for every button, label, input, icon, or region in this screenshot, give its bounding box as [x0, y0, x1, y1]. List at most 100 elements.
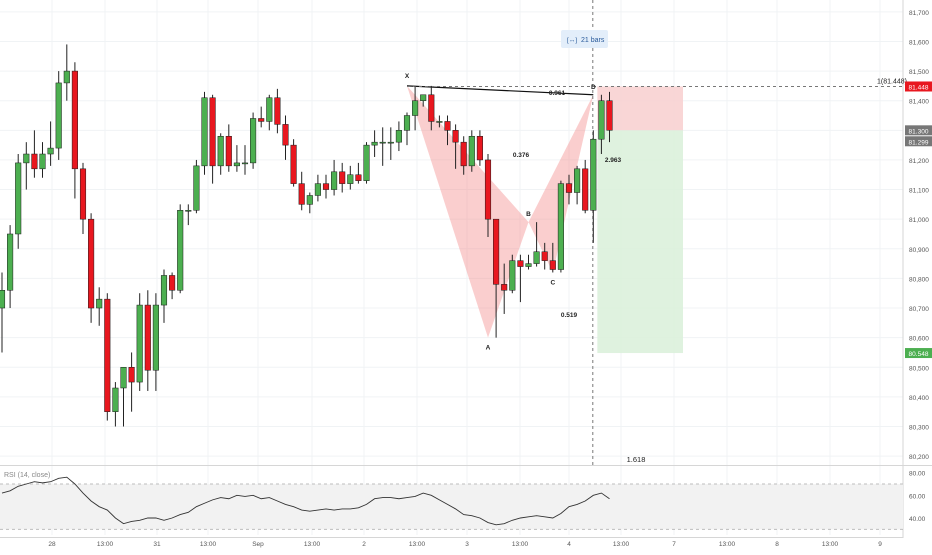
candle[interactable]: [290, 139, 297, 187]
candle[interactable]: [533, 222, 540, 267]
candle[interactable]: [15, 154, 22, 249]
candle[interactable]: [160, 269, 168, 323]
candle[interactable]: [136, 293, 143, 391]
candle[interactable]: [606, 91, 613, 143]
candle[interactable]: [39, 142, 46, 178]
candle[interactable]: [128, 352, 135, 412]
candle-body: [322, 183, 330, 190]
candle[interactable]: [371, 130, 378, 157]
candle[interactable]: [233, 145, 240, 172]
candle-body: [460, 141, 467, 167]
candle[interactable]: [298, 171, 305, 211]
candle[interactable]: [274, 88, 281, 134]
candle[interactable]: [395, 121, 402, 152]
y-tick-label: 81,000: [909, 217, 929, 224]
pattern-xd-line[interactable]: [406, 85, 594, 96]
candle[interactable]: [355, 162, 362, 184]
candle[interactable]: [79, 162, 87, 234]
candle[interactable]: [88, 213, 95, 323]
candle[interactable]: [412, 85, 419, 131]
candle[interactable]: [468, 130, 475, 172]
candle-body: [371, 141, 378, 146]
candle[interactable]: [493, 218, 500, 338]
candle[interactable]: [420, 94, 427, 107]
candle[interactable]: [306, 192, 313, 214]
candle[interactable]: [541, 242, 548, 270]
candle[interactable]: [582, 159, 589, 214]
pattern-ratio-label: 0.961: [549, 90, 566, 97]
candle-body: [582, 168, 589, 211]
candle[interactable]: [339, 162, 346, 193]
candle[interactable]: [152, 293, 159, 391]
candle[interactable]: [250, 112, 257, 169]
candle-body: [509, 260, 516, 291]
candle[interactable]: [484, 154, 492, 237]
candle[interactable]: [104, 293, 111, 421]
candle[interactable]: [47, 121, 54, 166]
candle[interactable]: [31, 130, 38, 178]
candle[interactable]: [112, 382, 119, 427]
candle[interactable]: [71, 62, 78, 199]
candle[interactable]: [598, 94, 605, 155]
candle[interactable]: [23, 142, 30, 190]
candle[interactable]: [428, 85, 435, 131]
candle[interactable]: [258, 106, 265, 128]
y-tick-label: 80,400: [909, 395, 929, 402]
candle[interactable]: [241, 145, 249, 175]
candle[interactable]: [476, 130, 483, 166]
candle[interactable]: [574, 165, 581, 205]
candle-body: [55, 82, 62, 149]
candle[interactable]: [201, 91, 208, 175]
candle[interactable]: [209, 94, 216, 184]
candle[interactable]: [120, 367, 127, 427]
candle[interactable]: [590, 130, 597, 243]
candle[interactable]: [144, 290, 151, 391]
candle[interactable]: [282, 115, 289, 160]
candle[interactable]: [452, 124, 459, 169]
candle[interactable]: [363, 142, 370, 184]
bars-count-badge[interactable]: [↔] 21 bars: [561, 30, 608, 48]
candle[interactable]: [96, 287, 103, 326]
candle[interactable]: [501, 263, 508, 314]
candle[interactable]: [347, 165, 354, 190]
candle[interactable]: [55, 71, 62, 160]
rsi-line[interactable]: [1, 476, 610, 526]
candle[interactable]: [557, 180, 564, 273]
candle-body: [412, 100, 419, 116]
price-label-text: 80.548: [909, 351, 929, 358]
candle-body: [290, 144, 297, 184]
candle[interactable]: [0, 272, 6, 353]
candle[interactable]: [387, 127, 394, 160]
candle[interactable]: [403, 112, 411, 146]
candle[interactable]: [322, 174, 330, 199]
candle[interactable]: [517, 254, 524, 303]
candle[interactable]: [314, 174, 321, 202]
take-profit-zone[interactable]: [597, 130, 683, 354]
candle[interactable]: [565, 174, 573, 205]
price-label-box: [905, 125, 932, 136]
candle[interactable]: [169, 272, 176, 300]
candle[interactable]: [525, 254, 532, 270]
candle[interactable]: [436, 115, 443, 128]
candle[interactable]: [225, 124, 232, 172]
fib-price-label: 1(81.448): [877, 78, 907, 85]
candle[interactable]: [379, 127, 386, 166]
candle[interactable]: [460, 136, 467, 175]
candle[interactable]: [509, 254, 516, 294]
pattern-ratio-label: 2.963: [605, 157, 622, 164]
candle[interactable]: [444, 115, 451, 146]
candle[interactable]: [549, 242, 556, 273]
candle[interactable]: [63, 44, 70, 101]
candle-body: [314, 183, 321, 196]
candle[interactable]: [7, 225, 14, 309]
candle[interactable]: [266, 94, 273, 131]
candle-body: [217, 135, 224, 167]
candles: [0, 44, 613, 427]
candle[interactable]: [193, 159, 200, 214]
candle[interactable]: [177, 204, 184, 294]
candle[interactable]: [185, 204, 192, 226]
candle-body: [395, 130, 402, 143]
candle[interactable]: [217, 133, 224, 175]
candle[interactable]: [331, 159, 338, 196]
